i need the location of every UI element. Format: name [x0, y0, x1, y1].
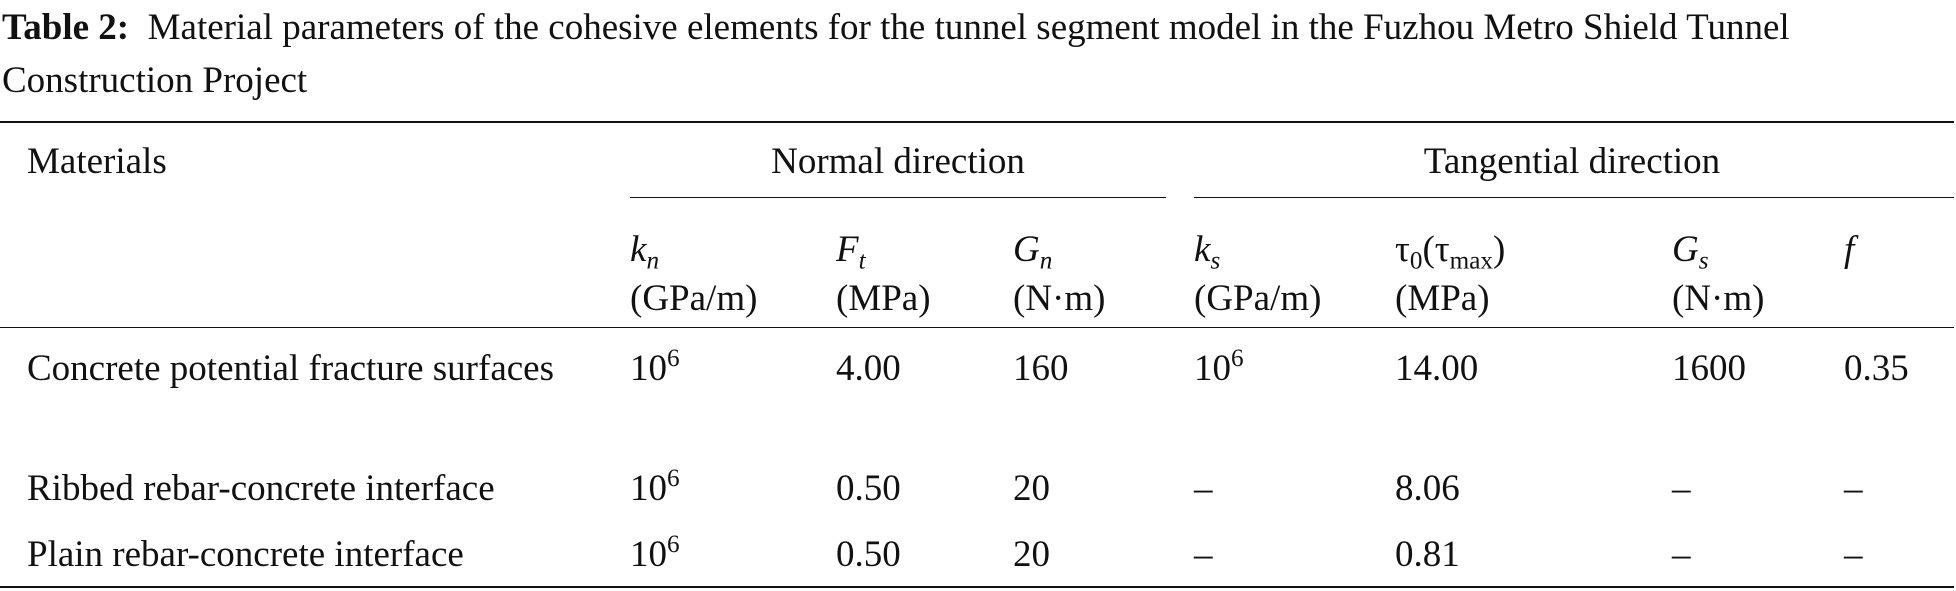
- cell-value: 106: [630, 465, 680, 511]
- symbol-part: n: [646, 247, 660, 275]
- power-base: 10: [1194, 348, 1231, 389]
- power-exponent: 6: [1231, 345, 1244, 373]
- column-unit: (MPa): [836, 278, 931, 319]
- symbol-part: k: [1194, 229, 1211, 270]
- cell-value: –: [1844, 534, 1863, 575]
- material-name: Concrete potential fracture surfaces: [27, 348, 554, 389]
- caption-text: Material parameters of the cohesive elem…: [2, 7, 1790, 101]
- cell-value: –: [1844, 468, 1863, 509]
- top-rule: [0, 121, 1954, 123]
- column-unit: (N·m): [1013, 278, 1106, 319]
- symbol-part: s: [1698, 247, 1709, 275]
- material-name: Ribbed rebar-concrete interface: [27, 468, 495, 509]
- header-rule: [0, 327, 1954, 328]
- cell-value: 0.50: [836, 534, 901, 575]
- cell-value: 0.35: [1844, 348, 1909, 389]
- symbol-part: n: [1039, 247, 1053, 275]
- column-unit: (MPa): [1395, 278, 1490, 319]
- symbol-part: s: [1210, 247, 1221, 275]
- power-exponent: 6: [667, 531, 680, 559]
- column-symbol: kn: [630, 228, 660, 275]
- column-unit: (N·m): [1672, 278, 1765, 319]
- cell-value: 106: [630, 345, 680, 391]
- column-symbol: τ0(τmax): [1395, 228, 1506, 275]
- symbol-part: G: [1013, 229, 1040, 270]
- column-symbol: Gs: [1672, 228, 1709, 275]
- column-symbol: Ft: [836, 228, 866, 275]
- cell-value: –: [1672, 534, 1691, 575]
- symbol-part: G: [1672, 229, 1699, 270]
- group-header: Normal direction: [771, 141, 1025, 182]
- caption-label: Table 2:: [2, 7, 130, 48]
- power-base: 10: [630, 468, 667, 509]
- cell-value: 8.06: [1395, 468, 1460, 509]
- symbol-part: ): [1492, 229, 1506, 270]
- column-symbol: f: [1844, 228, 1854, 272]
- bottom-rule: [0, 586, 1954, 588]
- symbol-part: k: [630, 229, 647, 270]
- cell-value: –: [1672, 468, 1691, 509]
- symbol-part: F: [836, 229, 859, 270]
- group-rule: [630, 197, 1166, 198]
- caption: Table 2: Material parameters of the cohe…: [2, 2, 1952, 107]
- column-unit: (GPa/m): [630, 278, 758, 319]
- symbol-part: max: [1449, 247, 1493, 275]
- cell-value: 14.00: [1395, 348, 1479, 389]
- cell-value: 20: [1013, 468, 1050, 509]
- column-symbol: ks: [1194, 228, 1221, 275]
- symbol-part: f: [1844, 229, 1855, 270]
- power-exponent: 6: [667, 345, 680, 373]
- cell-value: 20: [1013, 534, 1050, 575]
- symbol-part: τ: [1395, 229, 1410, 270]
- cell-value: –: [1194, 468, 1213, 509]
- cell-value: 4.00: [836, 348, 901, 389]
- power-base: 10: [630, 348, 667, 389]
- cell-value: 0.50: [836, 468, 901, 509]
- column-header: Materials: [27, 141, 167, 182]
- cell-value: –: [1194, 534, 1213, 575]
- material-name: Plain rebar-concrete interface: [27, 534, 464, 575]
- cell-value: 0.81: [1395, 534, 1460, 575]
- cell-value: 160: [1013, 348, 1069, 389]
- column-unit: (GPa/m): [1194, 278, 1322, 319]
- group-header: Tangential direction: [1423, 141, 1721, 182]
- power-base: 10: [630, 534, 667, 575]
- cell-value: 106: [1194, 345, 1244, 391]
- column-symbol: Gn: [1013, 228, 1053, 275]
- symbol-part: (τ: [1422, 229, 1450, 270]
- cell-value: 106: [630, 531, 680, 577]
- cell-value: 1600: [1672, 348, 1746, 389]
- power-exponent: 6: [667, 465, 680, 493]
- symbol-part: t: [858, 247, 866, 275]
- group-rule: [1194, 197, 1954, 198]
- symbol-part: 0: [1409, 247, 1423, 275]
